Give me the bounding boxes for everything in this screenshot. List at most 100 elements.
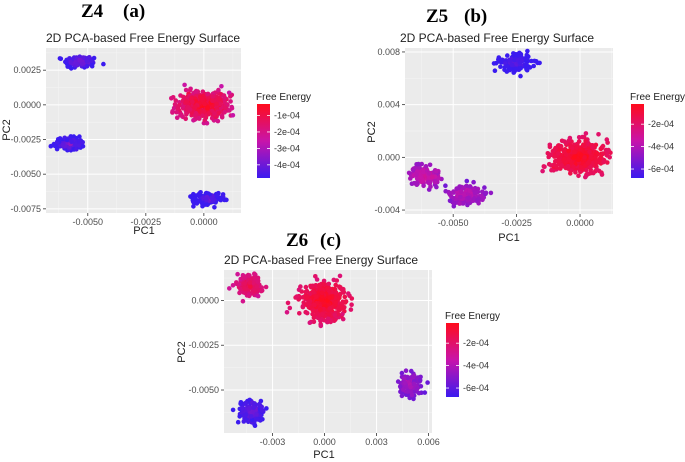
legend-title-b: Free Energy <box>630 92 685 103</box>
data-point <box>570 146 575 151</box>
data-point <box>447 198 453 204</box>
data-point <box>480 189 485 195</box>
data-point <box>251 405 257 411</box>
data-point <box>58 56 64 62</box>
chart-title-a: 2D PCA-based Free Energy Surface <box>46 31 240 45</box>
data-point <box>599 172 605 177</box>
data-point <box>409 392 415 398</box>
data-point <box>230 407 236 413</box>
data-point <box>419 161 425 167</box>
data-point <box>184 99 189 104</box>
data-point <box>593 151 599 156</box>
y-tick-label: -0.0050 <box>10 169 41 179</box>
data-point <box>202 101 207 107</box>
data-point <box>333 290 339 296</box>
data-point <box>175 105 181 111</box>
points-a <box>48 54 236 210</box>
chart-panel-b: 2D PCA-based Free Energy Surface -0.0050… <box>366 31 685 244</box>
y-tick-label: -0.0025 <box>188 340 219 350</box>
chart-title-c: 2D PCA-based Free Energy Surface <box>224 253 418 267</box>
data-point <box>549 167 554 173</box>
y-axis-label-c: PC2 <box>176 341 188 362</box>
data-point <box>333 282 339 288</box>
data-point <box>450 195 456 201</box>
data-point <box>573 170 578 175</box>
data-point <box>466 195 471 201</box>
yticks-a: -0.0075 -0.0050 -0.0025 0.0000 0.0025 <box>10 65 46 214</box>
data-point <box>180 104 185 110</box>
data-point <box>235 419 241 425</box>
data-point <box>316 283 322 289</box>
data-point <box>590 145 595 151</box>
data-point <box>205 91 211 97</box>
data-point <box>305 294 310 300</box>
data-point <box>427 180 433 185</box>
data-point <box>255 293 261 299</box>
data-point <box>600 143 606 149</box>
data-point <box>193 113 198 118</box>
data-point <box>214 193 220 199</box>
data-point <box>565 163 571 169</box>
data-point <box>443 183 448 188</box>
data-point <box>563 152 569 157</box>
data-point <box>451 204 457 209</box>
data-point <box>77 58 83 63</box>
data-point <box>67 56 72 61</box>
chart-title-b: 2D PCA-based Free Energy Surface <box>400 31 594 45</box>
data-point <box>525 57 530 62</box>
data-point <box>483 190 489 196</box>
data-point <box>582 155 587 160</box>
yticks-b: -0.004 0.000 0.004 0.008 <box>374 47 405 215</box>
data-point <box>574 145 579 150</box>
data-point <box>593 160 599 165</box>
data-point <box>326 312 332 317</box>
data-point <box>172 102 178 107</box>
data-point <box>553 163 559 169</box>
data-point <box>337 304 343 309</box>
x-tick-label: 0.000 <box>313 437 336 447</box>
y-tick-label: -0.0075 <box>10 204 41 214</box>
data-point <box>243 400 249 406</box>
data-point <box>294 294 300 299</box>
data-point <box>428 184 433 189</box>
data-point <box>414 386 420 392</box>
data-point <box>228 94 233 99</box>
data-point <box>182 82 187 88</box>
data-point <box>556 159 562 165</box>
data-point <box>228 99 233 104</box>
data-point <box>546 161 552 167</box>
data-point <box>80 144 86 149</box>
panel-label-c: Z6 <box>286 230 308 251</box>
data-point <box>349 302 354 308</box>
data-point <box>243 412 249 417</box>
data-point <box>547 144 553 150</box>
legend-tick-label: -6e-04 <box>463 383 489 393</box>
data-point <box>324 286 330 292</box>
data-point <box>458 194 463 200</box>
data-point <box>600 151 606 156</box>
data-point <box>524 63 529 68</box>
legend-colorbar-b <box>631 104 644 178</box>
data-point <box>583 138 588 144</box>
data-point <box>333 300 339 305</box>
data-point <box>517 60 523 65</box>
data-point <box>578 152 584 158</box>
data-point <box>524 52 530 58</box>
data-point <box>511 51 516 56</box>
data-point <box>505 53 510 58</box>
data-point <box>308 283 313 289</box>
data-point <box>249 417 255 423</box>
data-point <box>320 312 325 317</box>
x-tick-label: 0.003 <box>365 437 388 447</box>
data-point <box>318 323 324 329</box>
data-point <box>476 196 482 201</box>
data-point <box>559 163 564 168</box>
data-point <box>219 113 225 119</box>
data-point <box>434 184 439 190</box>
y-tick-label: -0.0025 <box>10 135 41 145</box>
data-point <box>206 110 212 116</box>
data-point <box>397 384 403 389</box>
data-point <box>588 155 593 160</box>
data-point <box>190 196 196 201</box>
data-point <box>558 143 564 149</box>
